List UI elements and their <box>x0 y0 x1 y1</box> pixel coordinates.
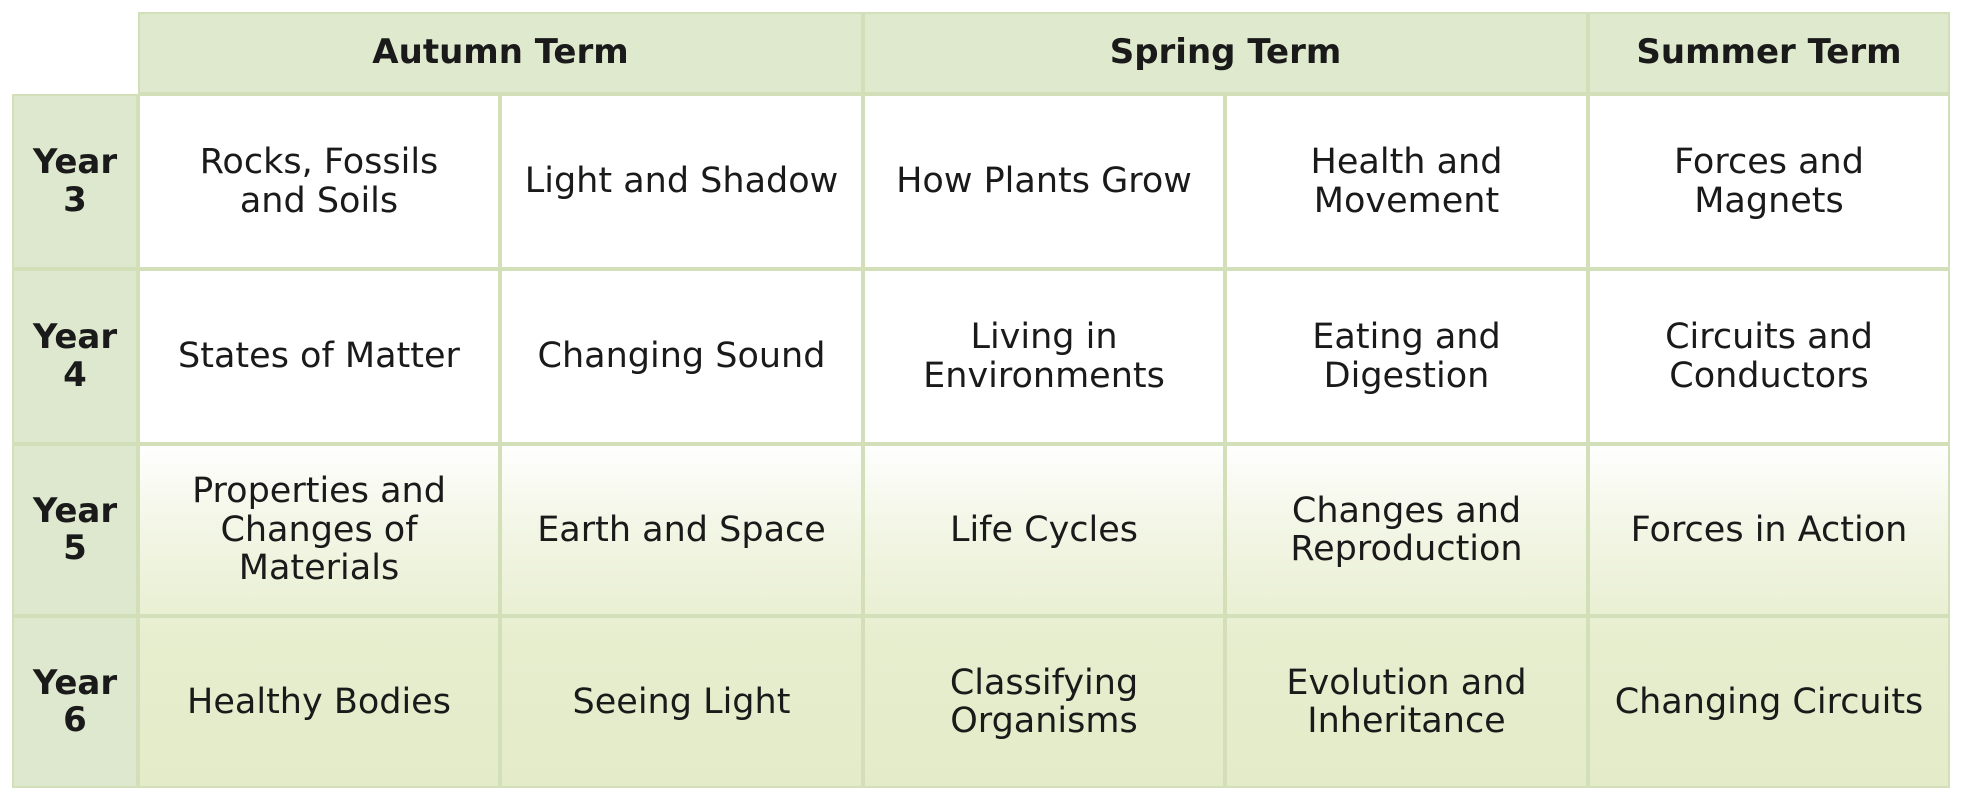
term-header: Summer Term <box>1588 12 1950 94</box>
topic-cell: Circuits and Conductors <box>1588 269 1950 444</box>
year-label: Year 5 <box>12 444 138 616</box>
topic-cell: How Plants Grow <box>863 94 1225 269</box>
topic-cell: Classifying Organisms <box>863 616 1225 788</box>
topic-cell: Changes and Reproduction <box>1225 444 1588 616</box>
topic-cell: Eating and Digestion <box>1225 269 1588 444</box>
topic-cell: Living in Environments <box>863 269 1225 444</box>
topic-cell: Earth and Space <box>500 444 863 616</box>
topic-cell: Seeing Light <box>500 616 863 788</box>
topic-cell: Health and Movement <box>1225 94 1588 269</box>
topic-cell: Life Cycles <box>863 444 1225 616</box>
year-label: Year 3 <box>12 94 138 269</box>
topic-cell: States of Matter <box>138 269 500 444</box>
term-header: Spring Term <box>863 12 1588 94</box>
topic-cell: Healthy Bodies <box>138 616 500 788</box>
topic-cell: Changing Sound <box>500 269 863 444</box>
topic-cell: Rocks, Fossils and Soils <box>138 94 500 269</box>
topic-cell: Evolution and Inheritance <box>1225 616 1588 788</box>
year-label: Year 6 <box>12 616 138 788</box>
term-header: Autumn Term <box>138 12 863 94</box>
landscape-background <box>138 94 1950 788</box>
topic-cell: Changing Circuits <box>1588 616 1950 788</box>
topic-cell: Forces and Magnets <box>1588 94 1950 269</box>
year-label: Year 4 <box>12 269 138 444</box>
topic-cell: Light and Shadow <box>500 94 863 269</box>
topic-cell: Forces in Action <box>1588 444 1950 616</box>
topic-cell: Properties and Changes of Materials <box>138 444 500 616</box>
